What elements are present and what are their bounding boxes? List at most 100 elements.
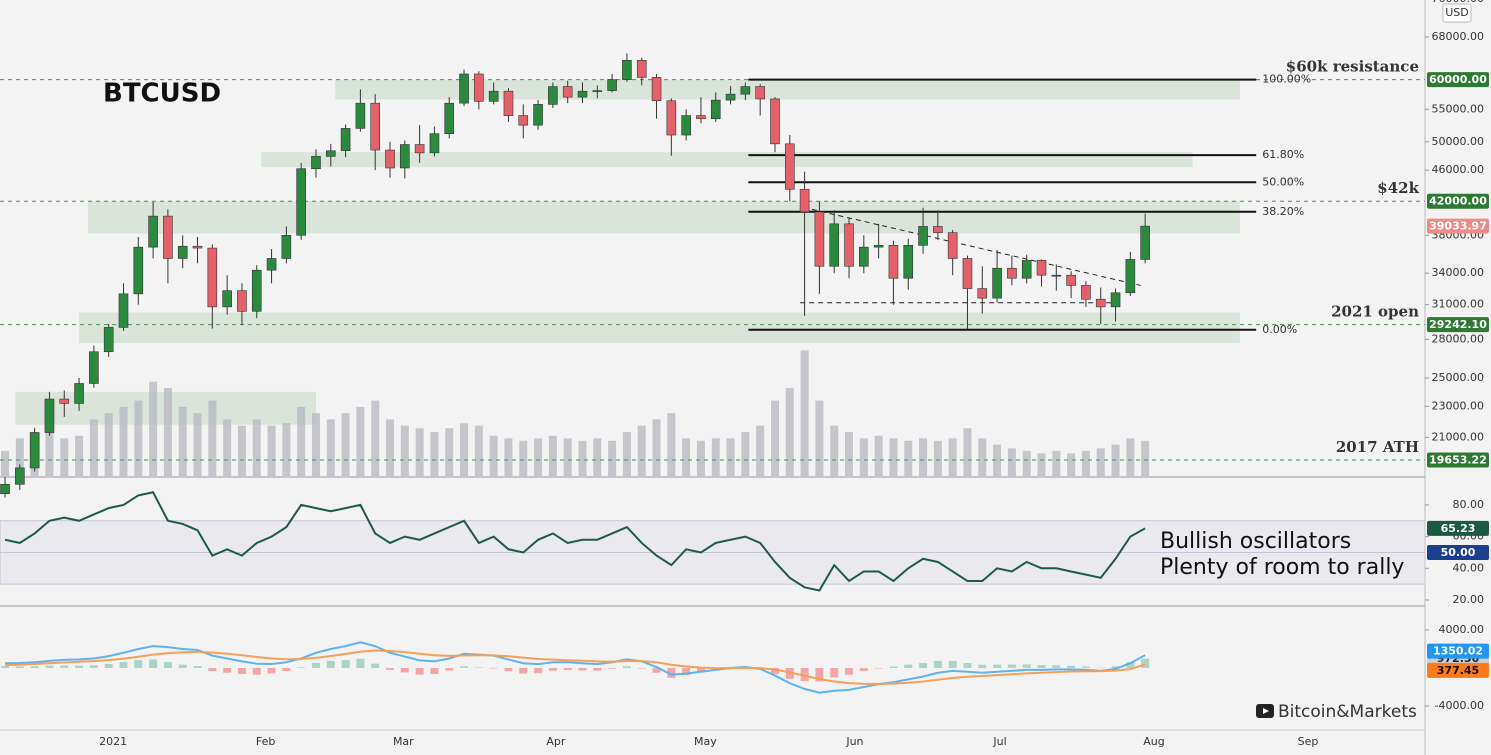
volume-bar xyxy=(800,350,809,476)
histogram-bar xyxy=(548,667,557,671)
histogram-bar xyxy=(415,667,424,675)
histogram-bar xyxy=(326,660,335,668)
histogram-bar xyxy=(963,663,972,668)
volume-bar xyxy=(563,438,572,476)
candle-body xyxy=(163,215,173,259)
volume-bar xyxy=(622,432,631,476)
volume-bar xyxy=(756,425,765,476)
candle-body xyxy=(1007,267,1017,279)
volume-bar xyxy=(578,440,587,476)
volume-bar xyxy=(948,438,957,476)
volume-bar xyxy=(933,440,942,476)
histogram-bar xyxy=(297,667,306,668)
rsi-last-label: 65.23 xyxy=(1441,522,1476,535)
rsi-line xyxy=(4,491,1146,592)
candle-body xyxy=(370,102,381,151)
candle-body xyxy=(740,86,751,95)
level-box xyxy=(1427,452,1489,468)
candle-body xyxy=(459,73,469,104)
volume-bar xyxy=(178,406,187,476)
candle-body xyxy=(873,245,884,248)
macd-last-label: 377.45 xyxy=(1437,664,1479,677)
histogram-bar xyxy=(682,667,691,676)
histogram-bar xyxy=(1081,666,1090,668)
histogram-bar xyxy=(1022,664,1031,668)
histogram-bar xyxy=(770,667,779,674)
volume-bar xyxy=(1126,438,1135,476)
candle-body xyxy=(666,100,677,136)
histogram-bar xyxy=(1126,662,1135,668)
rsi-mid-label: 50.00 xyxy=(1441,546,1476,559)
zone xyxy=(87,201,1240,234)
candle-body xyxy=(548,86,558,105)
histogram-bar xyxy=(45,665,54,668)
volume-bar xyxy=(460,423,469,476)
volume-bar xyxy=(652,419,661,476)
histogram-bar xyxy=(504,667,513,672)
candle-body xyxy=(133,246,144,295)
candle-body xyxy=(1095,298,1106,308)
candle-body xyxy=(355,102,366,129)
candle-body xyxy=(474,73,484,102)
candle-body xyxy=(222,290,232,308)
volume-bar xyxy=(252,419,261,476)
volume-bar xyxy=(667,413,676,476)
volume-bar xyxy=(371,400,380,476)
candle-body xyxy=(1021,260,1032,279)
candle-body xyxy=(518,115,529,126)
zone xyxy=(335,79,1240,100)
y-tick-label: -4000.00 xyxy=(1435,699,1484,712)
fib-label: 61.80% xyxy=(1262,148,1304,161)
level-note: $60k resistance xyxy=(1286,58,1419,76)
rsi-mid-box xyxy=(1427,544,1489,560)
level-label: 29242.10 xyxy=(1429,318,1487,331)
histogram-bar xyxy=(223,667,232,673)
x-tick-label: Jul xyxy=(992,735,1006,748)
candle-body xyxy=(533,104,543,126)
volume-bar xyxy=(89,419,98,476)
histogram-bar xyxy=(563,667,572,671)
volume-bar xyxy=(830,425,839,476)
level-label: 60000.00 xyxy=(1429,73,1487,86)
candle-body xyxy=(192,245,203,249)
volume-bar xyxy=(341,413,350,476)
volume-bar xyxy=(889,438,898,476)
volume-bar xyxy=(963,428,972,476)
volume-bar xyxy=(1007,448,1016,476)
candle-body xyxy=(237,290,247,312)
candle-body xyxy=(103,327,114,353)
volume-bar xyxy=(237,425,246,476)
annotation: Plenty of room to rally xyxy=(1160,555,1404,580)
candle-body xyxy=(918,226,928,246)
macd-last-box xyxy=(1427,643,1489,659)
volume-bar xyxy=(770,400,779,476)
histogram-bar xyxy=(1052,665,1061,668)
histogram-bar xyxy=(208,667,217,672)
zone xyxy=(79,312,1240,344)
histogram-bar xyxy=(430,667,439,675)
candle-body xyxy=(503,90,514,116)
volume-bar xyxy=(489,435,498,476)
histogram-bar xyxy=(267,667,276,674)
y-tick-label: 23000.00 xyxy=(1432,399,1485,412)
histogram-bar xyxy=(1007,664,1016,668)
histogram-bar xyxy=(667,667,676,678)
volume-bar xyxy=(386,419,395,476)
volume-bar xyxy=(845,432,854,476)
y-tick-label: 50000.00 xyxy=(1432,135,1485,148)
y-tick-label: 34000.00 xyxy=(1432,266,1485,279)
candle-body xyxy=(755,86,765,100)
histogram-bar xyxy=(593,667,602,671)
y-tick-label: 25000.00 xyxy=(1432,371,1485,384)
volume-bar xyxy=(223,419,232,476)
candle-body xyxy=(59,398,70,404)
volume-bar xyxy=(400,425,409,476)
volume-bar xyxy=(711,438,720,476)
histogram-bar xyxy=(815,667,824,682)
histogram-bar xyxy=(1111,666,1120,668)
candle-body xyxy=(311,156,321,170)
histogram-bar xyxy=(341,660,350,668)
volume-bar xyxy=(1141,440,1150,476)
brand: Bitcoin&Markets xyxy=(1278,702,1417,722)
